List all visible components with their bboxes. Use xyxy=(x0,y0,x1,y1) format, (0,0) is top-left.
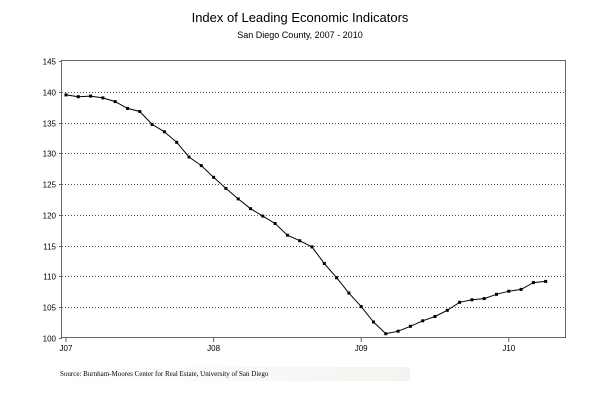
data-point xyxy=(433,315,437,318)
data-point xyxy=(199,164,203,168)
data-point xyxy=(236,197,240,201)
data-point xyxy=(113,100,117,104)
data-point xyxy=(519,287,523,291)
y-tick-label: 145 xyxy=(43,58,57,67)
data-point xyxy=(531,281,535,285)
y-tick-label: 105 xyxy=(43,304,57,313)
data-point xyxy=(285,233,289,237)
data-point xyxy=(175,140,179,144)
data-point xyxy=(421,319,425,323)
data-point xyxy=(384,332,388,336)
y-tick-label: 110 xyxy=(43,273,56,282)
y-tick-label: 120 xyxy=(43,212,57,221)
data-point xyxy=(138,110,142,113)
plot-frame xyxy=(61,60,566,338)
y-tick-label: 100 xyxy=(43,335,57,344)
y-axis-ticks: 100 105 110 115 120 125 130 135 140 145 xyxy=(43,58,62,344)
data-point xyxy=(101,96,105,100)
y-tick-label: 115 xyxy=(43,243,56,252)
data-point xyxy=(298,239,302,243)
data-point xyxy=(162,130,166,134)
data-point xyxy=(482,297,486,301)
data-point xyxy=(396,329,400,333)
data-point xyxy=(126,106,129,110)
y-tick-label: 125 xyxy=(43,181,57,190)
data-point xyxy=(507,289,511,293)
data-point xyxy=(249,207,252,211)
data-point xyxy=(347,291,351,295)
data-point xyxy=(408,324,412,328)
data-point xyxy=(322,262,326,265)
data-point xyxy=(224,186,228,190)
data-point xyxy=(89,94,93,98)
chart-subtitle: San Diego County, 2007 - 2010 xyxy=(237,30,363,40)
x-axis-ticks: J07 J08 J09 J10 xyxy=(60,338,516,353)
data-point xyxy=(187,155,191,159)
data-point xyxy=(310,245,314,249)
data-point xyxy=(495,292,498,296)
data-point xyxy=(150,122,154,126)
data-point xyxy=(76,95,80,99)
data-point xyxy=(470,298,474,302)
series-line xyxy=(65,94,546,335)
data-point xyxy=(359,305,363,309)
data-point xyxy=(544,279,548,283)
series-group xyxy=(64,93,548,336)
data-point xyxy=(273,222,277,225)
y-tick-label: 140 xyxy=(43,89,57,98)
gridlines xyxy=(62,92,566,308)
data-point xyxy=(212,175,216,179)
x-tick-label: J07 xyxy=(60,344,73,353)
x-tick-label: J08 xyxy=(207,344,220,353)
x-tick-label: J09 xyxy=(355,344,368,353)
data-point xyxy=(458,300,462,304)
chart-title: Index of Leading Economic Indicators xyxy=(191,10,409,25)
y-tick-label: 130 xyxy=(43,150,57,159)
data-point xyxy=(261,214,265,218)
data-point xyxy=(445,308,449,312)
source-note: Source: Burnham-Moores Center for Real E… xyxy=(60,367,410,381)
data-point xyxy=(372,320,375,324)
y-tick-label: 135 xyxy=(43,120,57,129)
x-tick-label: J10 xyxy=(502,344,515,353)
data-point xyxy=(335,276,339,280)
data-point xyxy=(64,93,68,97)
